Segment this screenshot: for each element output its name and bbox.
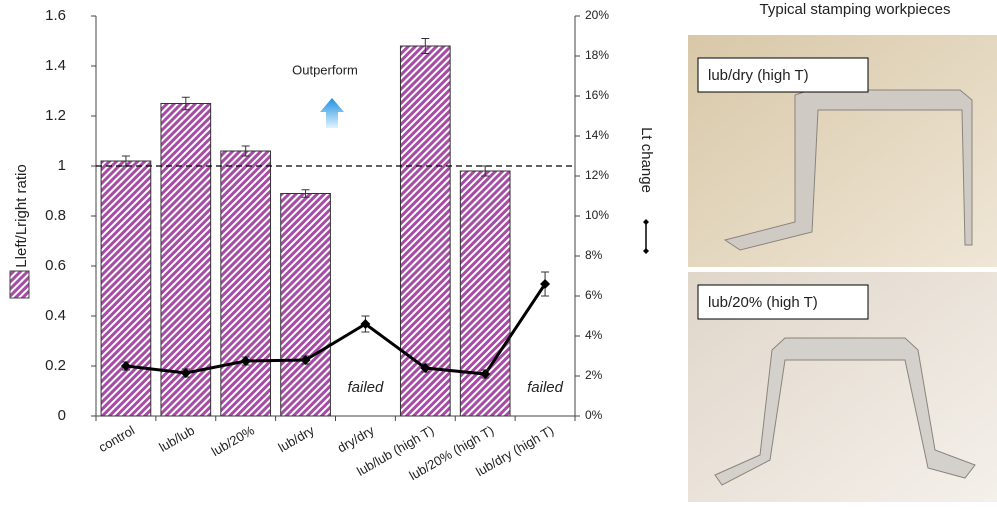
marker bbox=[180, 368, 191, 378]
y-tick-label: 1.2 bbox=[45, 107, 66, 124]
y-tick-label: 0.6 bbox=[45, 257, 66, 274]
photo: lub/20% (high T) bbox=[688, 272, 997, 502]
error-bar bbox=[421, 38, 430, 54]
y2-tick-label: 8% bbox=[585, 248, 603, 262]
bar bbox=[459, 170, 511, 417]
bar bbox=[399, 45, 451, 417]
marker bbox=[360, 319, 371, 329]
y2-tick-label: 2% bbox=[585, 368, 603, 382]
chart: 0 0.2 0.4 0.6 0.8 1 1.2 1.4 1.6 0% 2% 4% 6% 8% 10% 12% 1… bbox=[45, 7, 609, 483]
marker bbox=[480, 369, 491, 379]
marker bbox=[420, 363, 431, 373]
y2-tick-label: 0% bbox=[585, 408, 603, 422]
null-label: failed bbox=[527, 379, 564, 396]
legend-swatch bbox=[9, 270, 30, 299]
y2-tick-label: 6% bbox=[585, 288, 603, 302]
bar bbox=[220, 150, 272, 417]
marker bbox=[540, 279, 551, 289]
y-axis-label: Lleft/Lright ratio bbox=[13, 164, 30, 267]
y-tick-label: 0.2 bbox=[45, 357, 66, 374]
marker bbox=[120, 361, 131, 371]
y2-tick-label: 14% bbox=[585, 128, 609, 142]
x-tick-label: dry/dry bbox=[335, 422, 377, 455]
y2-axis-label: Lt change bbox=[638, 127, 655, 193]
error-bar bbox=[301, 189, 310, 198]
bar bbox=[160, 103, 212, 417]
annotation: Outperform bbox=[292, 62, 358, 77]
photo: lub/dry (high T) bbox=[688, 35, 997, 267]
null-label: failed bbox=[348, 379, 385, 396]
marker bbox=[300, 355, 311, 365]
arrow-icon bbox=[320, 98, 344, 128]
error-bar bbox=[181, 96, 190, 111]
y-tick-label: 1.4 bbox=[45, 57, 66, 74]
bar bbox=[280, 193, 331, 417]
y-tick-label: 0 bbox=[58, 407, 66, 424]
photo-label: lub/dry (high T) bbox=[708, 67, 809, 84]
y-tick-label: 1 bbox=[58, 157, 66, 174]
y-tick-label: 0.4 bbox=[45, 307, 66, 324]
y2-tick-label: 12% bbox=[585, 168, 609, 182]
panel-title: Typical stamping workpieces bbox=[760, 1, 951, 18]
y-tick-label: 1.6 bbox=[45, 7, 66, 24]
photo-label: lub/20% (high T) bbox=[708, 294, 818, 311]
y2-tick-label: 10% bbox=[585, 208, 609, 222]
x-tick-label: lub/20% bbox=[209, 422, 258, 459]
x-tick-label: lub/dry bbox=[275, 422, 317, 455]
error-bar bbox=[241, 145, 250, 157]
y-tick-label: 0.8 bbox=[45, 207, 66, 224]
bar bbox=[100, 160, 152, 417]
legend-line-icon bbox=[643, 219, 649, 254]
x-tick-label: lub/lub bbox=[156, 423, 197, 455]
y2-tick-label: 16% bbox=[585, 88, 609, 102]
line bbox=[125, 283, 547, 376]
x-tick-label: control bbox=[96, 423, 137, 456]
y2-tick-label: 18% bbox=[585, 48, 609, 62]
marker bbox=[240, 356, 251, 366]
y2-tick-label: 4% bbox=[585, 328, 603, 342]
y2-tick-label: 20% bbox=[585, 8, 609, 22]
